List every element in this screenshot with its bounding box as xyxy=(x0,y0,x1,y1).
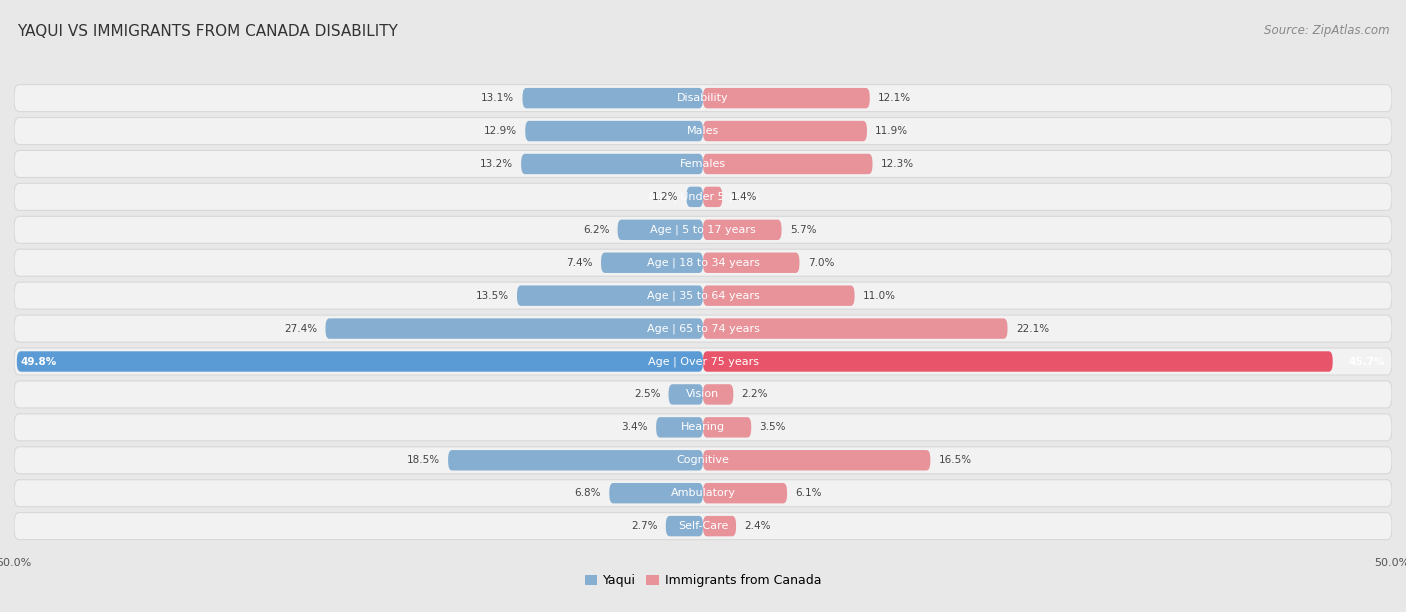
FancyBboxPatch shape xyxy=(703,154,873,174)
FancyBboxPatch shape xyxy=(703,483,787,504)
Text: Age | 35 to 64 years: Age | 35 to 64 years xyxy=(647,291,759,301)
FancyBboxPatch shape xyxy=(666,516,703,536)
Text: Vision: Vision xyxy=(686,389,720,400)
Text: 12.1%: 12.1% xyxy=(877,93,911,103)
FancyBboxPatch shape xyxy=(449,450,703,471)
Text: 1.2%: 1.2% xyxy=(652,192,678,202)
FancyBboxPatch shape xyxy=(657,417,703,438)
Text: Age | Over 75 years: Age | Over 75 years xyxy=(648,356,758,367)
FancyBboxPatch shape xyxy=(703,318,1008,339)
Text: Source: ZipAtlas.com: Source: ZipAtlas.com xyxy=(1264,24,1389,37)
Text: 49.8%: 49.8% xyxy=(21,357,58,367)
FancyBboxPatch shape xyxy=(14,118,1392,144)
Text: 18.5%: 18.5% xyxy=(406,455,440,465)
FancyBboxPatch shape xyxy=(703,285,855,306)
Text: 3.4%: 3.4% xyxy=(621,422,648,432)
Text: 6.8%: 6.8% xyxy=(575,488,600,498)
Text: Age | 5 to 17 years: Age | 5 to 17 years xyxy=(650,225,756,235)
Text: 13.1%: 13.1% xyxy=(481,93,515,103)
Text: 45.7%: 45.7% xyxy=(1348,357,1385,367)
FancyBboxPatch shape xyxy=(14,381,1392,408)
Text: 11.9%: 11.9% xyxy=(875,126,908,136)
FancyBboxPatch shape xyxy=(523,88,703,108)
FancyBboxPatch shape xyxy=(14,513,1392,540)
Text: 11.0%: 11.0% xyxy=(863,291,896,300)
FancyBboxPatch shape xyxy=(14,84,1392,111)
Text: Cognitive: Cognitive xyxy=(676,455,730,465)
FancyBboxPatch shape xyxy=(703,384,734,405)
FancyBboxPatch shape xyxy=(703,121,868,141)
FancyBboxPatch shape xyxy=(522,154,703,174)
FancyBboxPatch shape xyxy=(669,384,703,405)
Text: YAQUI VS IMMIGRANTS FROM CANADA DISABILITY: YAQUI VS IMMIGRANTS FROM CANADA DISABILI… xyxy=(17,24,398,40)
Text: 22.1%: 22.1% xyxy=(1015,324,1049,334)
FancyBboxPatch shape xyxy=(703,351,1333,371)
Legend: Yaqui, Immigrants from Canada: Yaqui, Immigrants from Canada xyxy=(579,569,827,592)
FancyBboxPatch shape xyxy=(14,315,1392,342)
FancyBboxPatch shape xyxy=(703,516,737,536)
Text: 13.5%: 13.5% xyxy=(475,291,509,300)
FancyBboxPatch shape xyxy=(14,184,1392,211)
FancyBboxPatch shape xyxy=(686,187,703,207)
FancyBboxPatch shape xyxy=(17,351,703,371)
Text: 7.4%: 7.4% xyxy=(567,258,593,267)
Text: 2.4%: 2.4% xyxy=(744,521,770,531)
FancyBboxPatch shape xyxy=(14,151,1392,177)
FancyBboxPatch shape xyxy=(14,282,1392,309)
FancyBboxPatch shape xyxy=(14,480,1392,507)
Text: Age | 18 to 34 years: Age | 18 to 34 years xyxy=(647,258,759,268)
FancyBboxPatch shape xyxy=(609,483,703,504)
FancyBboxPatch shape xyxy=(703,220,782,240)
Text: 5.7%: 5.7% xyxy=(790,225,817,235)
Text: 3.5%: 3.5% xyxy=(759,422,786,432)
Text: 2.5%: 2.5% xyxy=(634,389,661,400)
FancyBboxPatch shape xyxy=(14,216,1392,244)
FancyBboxPatch shape xyxy=(526,121,703,141)
FancyBboxPatch shape xyxy=(703,253,800,273)
FancyBboxPatch shape xyxy=(703,187,723,207)
FancyBboxPatch shape xyxy=(14,249,1392,276)
FancyBboxPatch shape xyxy=(14,414,1392,441)
Text: 6.1%: 6.1% xyxy=(796,488,823,498)
Text: Hearing: Hearing xyxy=(681,422,725,432)
Text: Ambulatory: Ambulatory xyxy=(671,488,735,498)
Text: Disability: Disability xyxy=(678,93,728,103)
Text: 1.4%: 1.4% xyxy=(731,192,756,202)
Text: 12.3%: 12.3% xyxy=(880,159,914,169)
FancyBboxPatch shape xyxy=(703,450,931,471)
Text: Age | 65 to 74 years: Age | 65 to 74 years xyxy=(647,323,759,334)
Text: 16.5%: 16.5% xyxy=(939,455,972,465)
Text: 13.2%: 13.2% xyxy=(479,159,513,169)
Text: Age | Under 5 years: Age | Under 5 years xyxy=(648,192,758,202)
Text: Males: Males xyxy=(688,126,718,136)
Text: 27.4%: 27.4% xyxy=(284,324,318,334)
FancyBboxPatch shape xyxy=(600,253,703,273)
FancyBboxPatch shape xyxy=(325,318,703,339)
Text: Females: Females xyxy=(681,159,725,169)
Text: Self-Care: Self-Care xyxy=(678,521,728,531)
FancyBboxPatch shape xyxy=(703,88,870,108)
FancyBboxPatch shape xyxy=(14,447,1392,474)
Text: 7.0%: 7.0% xyxy=(807,258,834,267)
FancyBboxPatch shape xyxy=(703,417,751,438)
Text: 6.2%: 6.2% xyxy=(583,225,609,235)
Text: 2.2%: 2.2% xyxy=(741,389,768,400)
FancyBboxPatch shape xyxy=(517,285,703,306)
Text: 2.7%: 2.7% xyxy=(631,521,658,531)
FancyBboxPatch shape xyxy=(14,348,1392,375)
FancyBboxPatch shape xyxy=(617,220,703,240)
Text: 12.9%: 12.9% xyxy=(484,126,517,136)
